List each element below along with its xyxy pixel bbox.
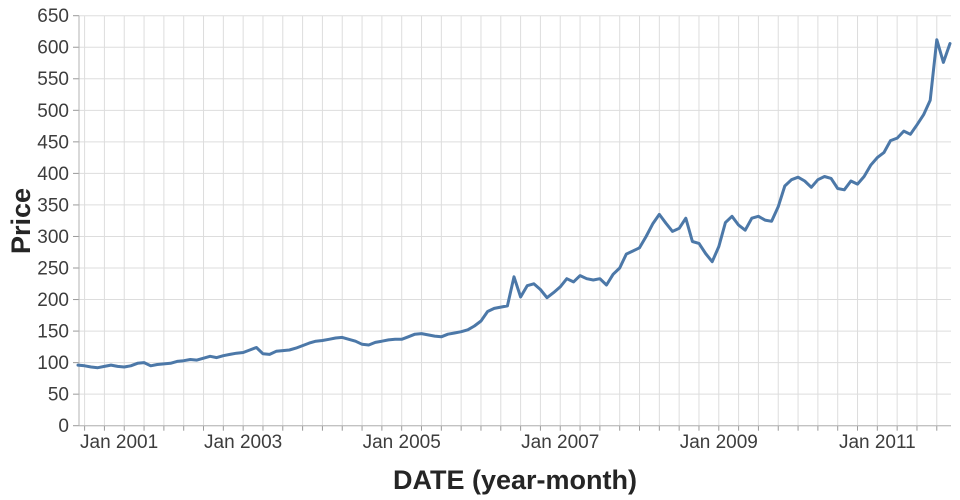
y-tick-label: 400 <box>37 164 69 185</box>
x-tick-label: Jan 2001 <box>80 432 158 453</box>
x-tick-label: Jan 2007 <box>521 432 599 453</box>
axes <box>73 15 951 431</box>
y-tick-label: 350 <box>37 195 69 216</box>
x-tick-label: Jan 2009 <box>680 432 758 453</box>
gridlines <box>79 15 951 427</box>
y-tick-label: 100 <box>37 353 69 374</box>
y-tick-label: 450 <box>37 132 69 153</box>
y-tick-label: 150 <box>37 322 69 343</box>
y-tick-label: 650 <box>37 6 69 27</box>
x-axis-title: DATE (year-month) <box>393 465 637 495</box>
y-tick-label: 0 <box>58 416 69 437</box>
x-tick-label: Jan 2011 <box>839 432 916 453</box>
y-axis-title: Price <box>6 188 36 254</box>
y-tick-label: 550 <box>37 69 69 90</box>
y-tick-label: 300 <box>37 227 69 248</box>
price-line <box>76 38 952 370</box>
x-tick-label: Jan 2005 <box>363 432 441 453</box>
y-tick-label: 50 <box>48 385 69 406</box>
y-tick-label: 250 <box>37 258 69 279</box>
y-tick-label: 500 <box>37 101 69 122</box>
y-tick-label: 200 <box>37 290 69 311</box>
data-series <box>76 38 952 370</box>
y-tick-label: 600 <box>37 38 69 59</box>
x-tick-label: Jan 2003 <box>204 432 282 453</box>
tick-labels: 0 50 100 150 200 250 300 350 400 450 500 550 600 650 J… <box>37 6 915 453</box>
